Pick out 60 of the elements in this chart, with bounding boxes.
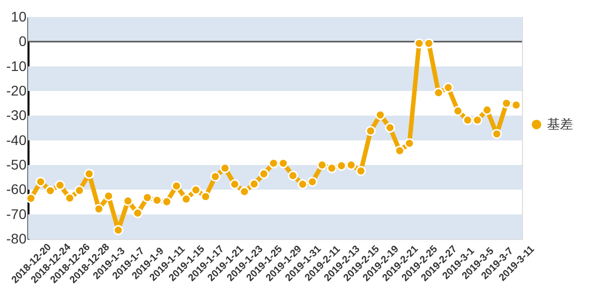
point <box>346 160 356 170</box>
point <box>239 186 250 197</box>
y-tick-label: -10 <box>6 58 27 74</box>
y-tick-label: -70 <box>6 206 27 222</box>
point <box>113 225 124 236</box>
point <box>64 192 75 204</box>
point <box>433 88 444 98</box>
y-tick-label: -60 <box>6 181 27 198</box>
point <box>162 196 172 207</box>
point <box>288 170 298 181</box>
point <box>404 138 414 148</box>
point <box>171 180 182 192</box>
y-tick-label: -30 <box>6 107 27 124</box>
point <box>54 180 66 190</box>
legend-label: 基差 <box>547 116 573 132</box>
point <box>492 128 502 139</box>
y-tick-label: -50 <box>6 156 27 172</box>
point <box>26 193 36 204</box>
point <box>298 179 308 190</box>
point <box>366 126 376 136</box>
y-tick-label: -20 <box>6 82 27 98</box>
point <box>190 184 201 195</box>
point <box>210 172 220 182</box>
point <box>501 98 512 108</box>
point <box>326 163 337 174</box>
point <box>103 191 114 202</box>
point <box>414 38 424 48</box>
point <box>84 168 94 179</box>
point <box>482 104 492 116</box>
point <box>472 115 482 126</box>
point <box>45 186 56 196</box>
point <box>452 106 464 116</box>
point <box>443 82 454 93</box>
point <box>94 204 104 214</box>
point <box>394 146 405 156</box>
point <box>424 38 434 48</box>
point <box>132 208 143 218</box>
point <box>220 163 230 174</box>
point <box>375 110 386 120</box>
point <box>462 115 473 126</box>
point <box>278 158 288 168</box>
point <box>356 166 366 176</box>
point <box>200 192 211 202</box>
point <box>268 158 279 168</box>
point <box>384 122 396 133</box>
y-tick-label: -40 <box>6 132 27 148</box>
y-tick-label: 10 <box>10 8 27 24</box>
point <box>122 196 134 206</box>
point <box>316 160 328 170</box>
point <box>230 179 240 190</box>
y-tick-label: 0 <box>18 33 27 50</box>
point <box>249 178 260 190</box>
point <box>336 160 347 171</box>
point <box>258 168 269 179</box>
point <box>152 195 162 206</box>
y-tick-label: -80 <box>6 230 27 246</box>
point <box>307 176 318 187</box>
point <box>36 176 46 187</box>
point <box>181 194 192 204</box>
point <box>74 185 85 196</box>
